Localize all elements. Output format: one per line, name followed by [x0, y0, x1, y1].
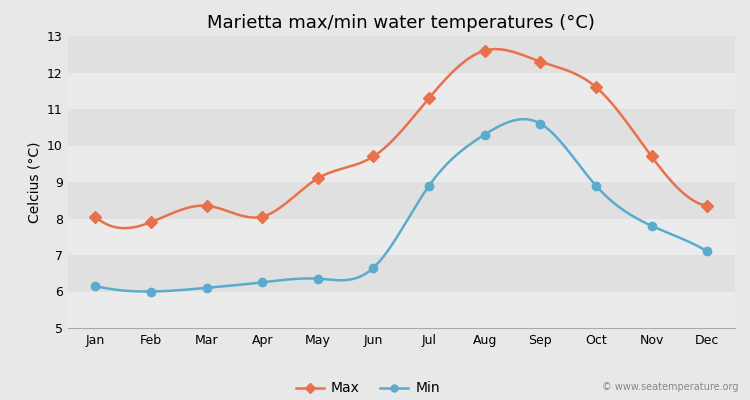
Text: © www.seatemperature.org: © www.seatemperature.org: [602, 382, 739, 392]
Bar: [68, 109, 735, 146]
Title: Marietta max/min water temperatures (°C): Marietta max/min water temperatures (°C): [207, 14, 596, 32]
Bar: [68, 218, 735, 255]
Bar: [68, 255, 735, 292]
Legend: Max, Min: Max, Min: [290, 376, 446, 400]
Bar: [68, 292, 735, 328]
Y-axis label: Celcius (°C): Celcius (°C): [27, 141, 41, 223]
Bar: [68, 36, 735, 72]
Bar: [68, 182, 735, 218]
Bar: [68, 146, 735, 182]
Bar: [68, 72, 735, 109]
